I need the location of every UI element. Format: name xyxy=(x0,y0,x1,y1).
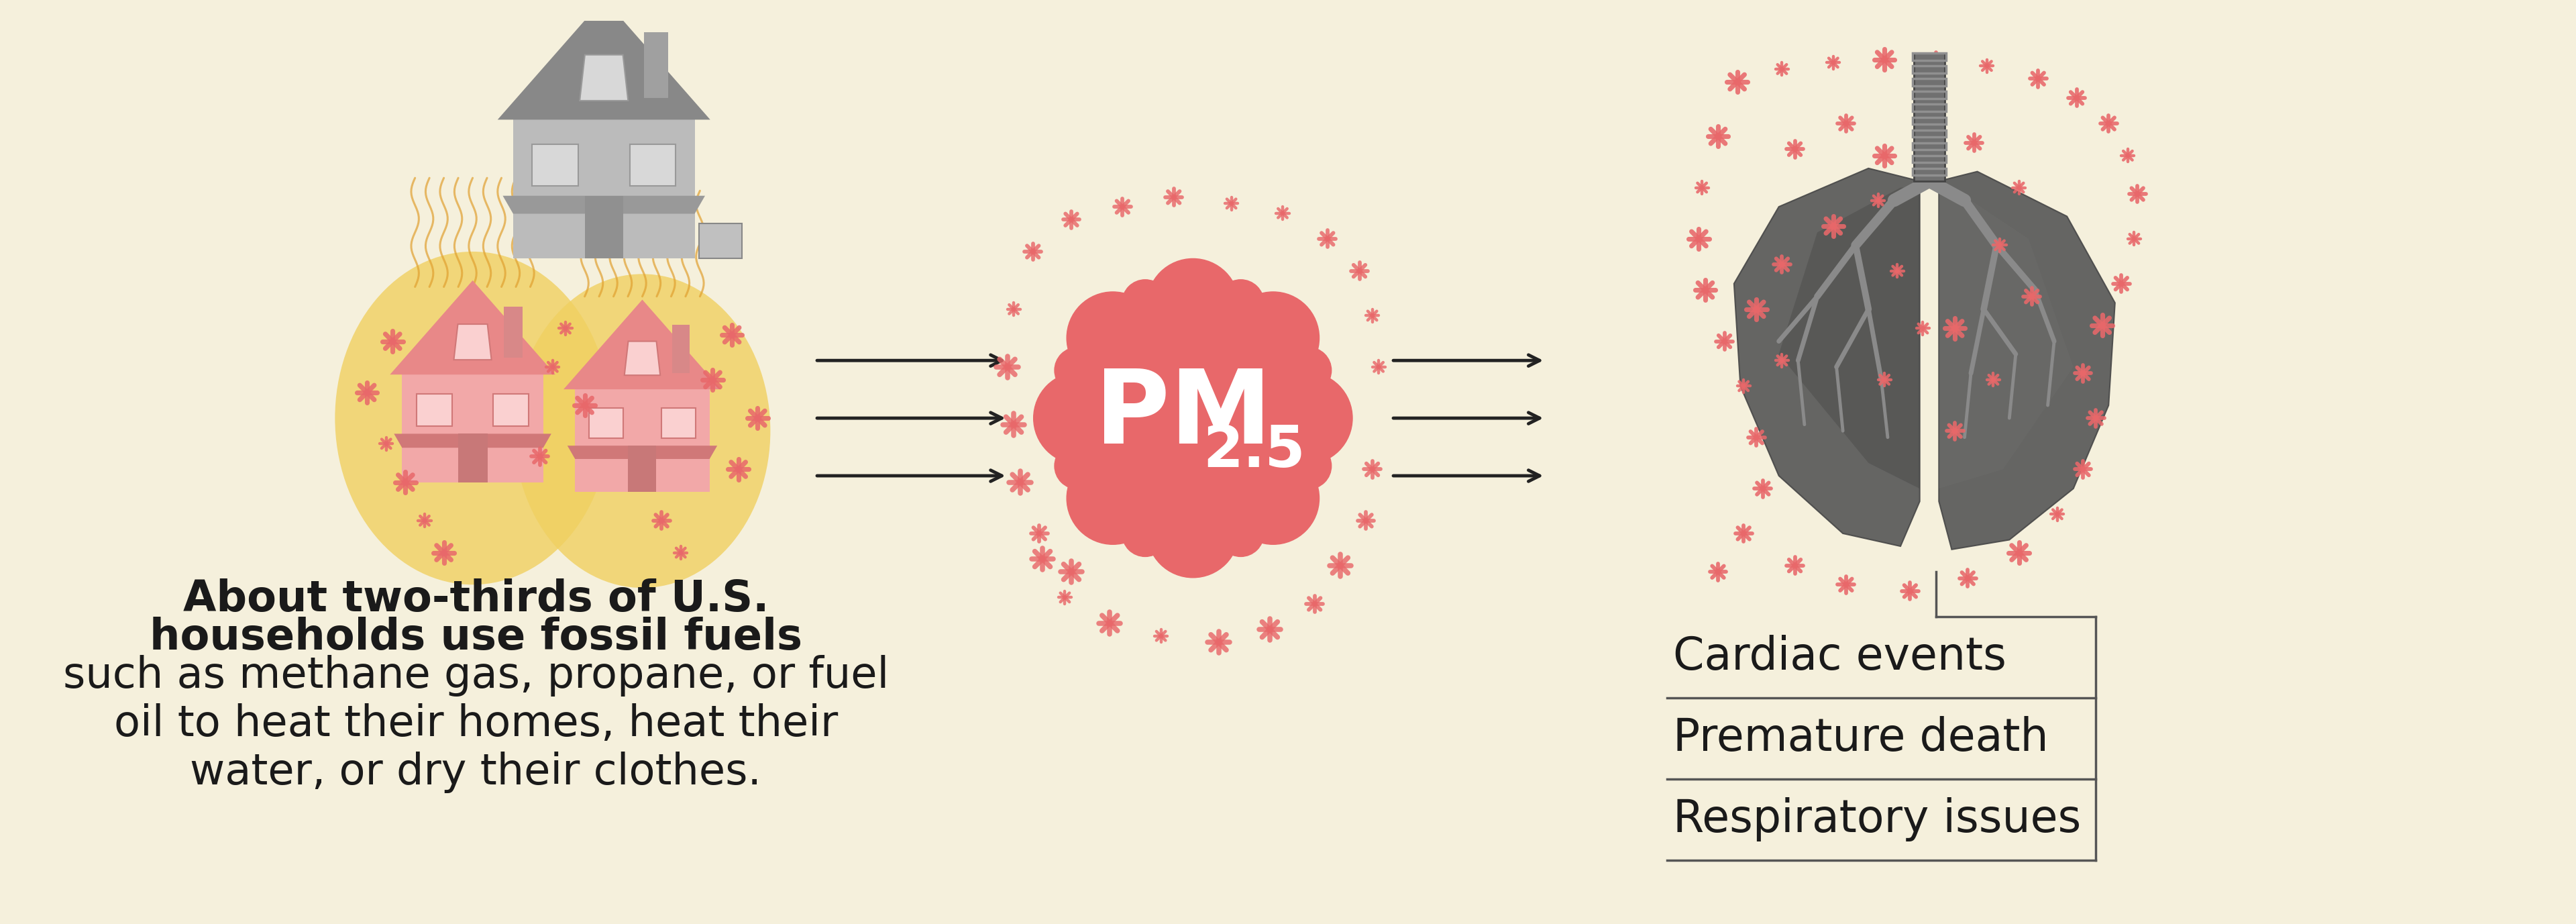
Circle shape xyxy=(1066,292,1159,384)
Polygon shape xyxy=(623,341,659,375)
Polygon shape xyxy=(513,120,696,258)
Circle shape xyxy=(1069,293,1319,543)
Polygon shape xyxy=(662,407,696,439)
Polygon shape xyxy=(459,433,487,482)
Text: About two-thirds of U.S.: About two-thirds of U.S. xyxy=(183,578,768,620)
Polygon shape xyxy=(1940,188,2074,489)
Circle shape xyxy=(1146,259,1239,351)
Polygon shape xyxy=(590,407,623,439)
Circle shape xyxy=(1054,347,1100,394)
Ellipse shape xyxy=(335,251,611,585)
Circle shape xyxy=(1033,372,1126,464)
Polygon shape xyxy=(1940,172,2115,550)
Polygon shape xyxy=(417,394,453,426)
Circle shape xyxy=(1218,280,1265,326)
Text: Respiratory issues: Respiratory issues xyxy=(1674,797,2081,842)
Circle shape xyxy=(1285,443,1332,489)
Polygon shape xyxy=(492,394,528,426)
Circle shape xyxy=(1226,452,1319,544)
Text: Premature death: Premature death xyxy=(1674,716,2048,760)
Polygon shape xyxy=(533,144,577,186)
Polygon shape xyxy=(564,299,721,389)
Polygon shape xyxy=(505,307,523,358)
Polygon shape xyxy=(644,32,667,98)
Polygon shape xyxy=(574,389,708,492)
Polygon shape xyxy=(629,445,657,492)
Polygon shape xyxy=(402,374,544,482)
Polygon shape xyxy=(394,433,551,448)
Polygon shape xyxy=(567,445,716,459)
Circle shape xyxy=(1123,280,1170,326)
Text: PM: PM xyxy=(1095,365,1273,465)
Circle shape xyxy=(1226,292,1319,384)
Polygon shape xyxy=(497,0,711,120)
Polygon shape xyxy=(698,224,742,258)
Text: households use fossil fuels: households use fossil fuels xyxy=(149,616,801,658)
Polygon shape xyxy=(631,144,675,186)
Circle shape xyxy=(1285,347,1332,394)
Polygon shape xyxy=(1914,53,1945,181)
Polygon shape xyxy=(389,280,556,374)
Polygon shape xyxy=(580,55,629,101)
Circle shape xyxy=(1260,372,1352,464)
Circle shape xyxy=(1218,510,1265,556)
Circle shape xyxy=(1066,452,1159,544)
Polygon shape xyxy=(502,196,706,213)
Text: such as methane gas, propane, or fuel
oil to heat their homes, heat their
water,: such as methane gas, propane, or fuel oi… xyxy=(62,655,889,793)
Text: Cardiac events: Cardiac events xyxy=(1674,635,2007,679)
Polygon shape xyxy=(1780,188,1919,489)
Circle shape xyxy=(1054,443,1100,489)
Polygon shape xyxy=(585,196,623,258)
Polygon shape xyxy=(672,324,690,373)
Circle shape xyxy=(1123,510,1170,556)
Polygon shape xyxy=(453,324,492,359)
Text: 2.5: 2.5 xyxy=(1203,423,1306,480)
Circle shape xyxy=(1146,485,1239,578)
Ellipse shape xyxy=(515,274,770,588)
Polygon shape xyxy=(1734,168,1919,546)
